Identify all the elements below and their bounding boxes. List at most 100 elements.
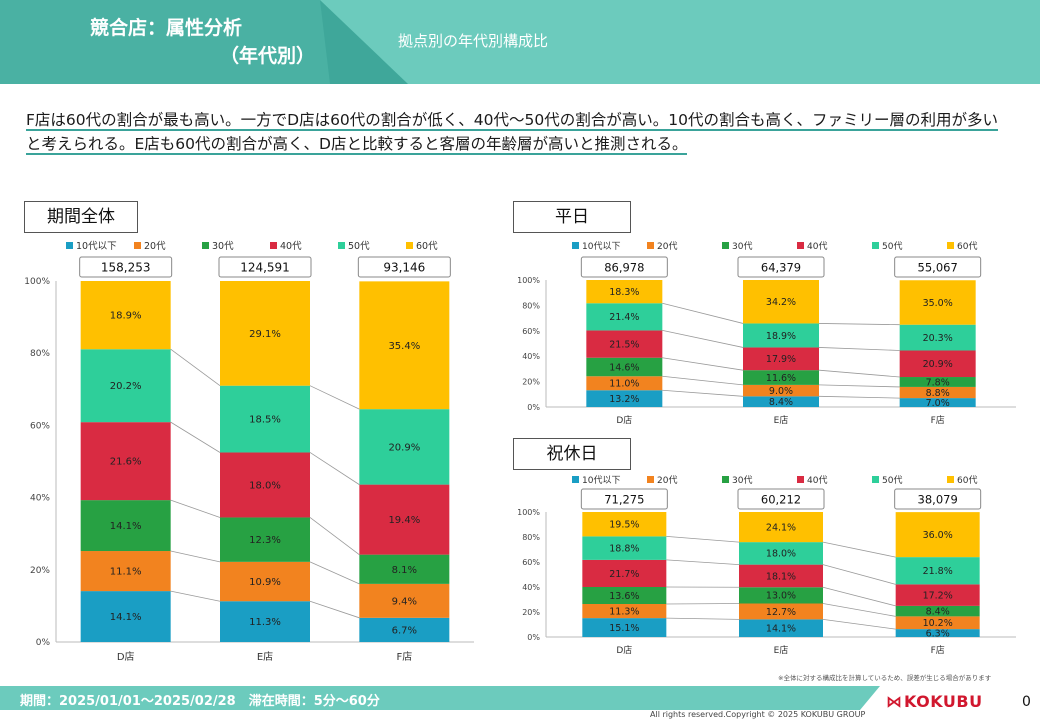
chart-weekday: 10代以下 20代 30代 40代 50代 60代 0% 20% 40% 60% 80% 100% 13… bbox=[517, 241, 1016, 426]
total-value: 124,591 bbox=[240, 261, 290, 275]
data-label: 11.3% bbox=[249, 617, 281, 628]
connector-line bbox=[170, 348, 221, 387]
bar-segment bbox=[895, 605, 980, 617]
bar-segment bbox=[582, 587, 667, 604]
legend-label: 40代 bbox=[807, 241, 827, 252]
data-label: 14.1% bbox=[110, 521, 142, 532]
data-label: 18.9% bbox=[766, 331, 796, 342]
header-title-overlay bbox=[0, 0, 330, 84]
legend-label: 30代 bbox=[212, 241, 234, 252]
data-label: 17.9% bbox=[766, 354, 796, 365]
data-label: 13.2% bbox=[609, 394, 639, 405]
bar-segment bbox=[895, 512, 980, 558]
footer-band bbox=[0, 686, 880, 710]
connector-line bbox=[309, 517, 360, 555]
y-tick-label: 80% bbox=[522, 533, 540, 542]
x-tick-label: F店 bbox=[931, 644, 945, 656]
legend-swatch bbox=[722, 476, 729, 483]
bar-segment bbox=[899, 377, 976, 387]
bar-segment bbox=[582, 512, 667, 537]
connector-line bbox=[818, 384, 900, 388]
y-tick-label: 100% bbox=[24, 277, 50, 287]
data-label: 21.8% bbox=[923, 566, 953, 577]
legend-swatch bbox=[647, 242, 654, 249]
data-label: 7.8% bbox=[926, 377, 950, 388]
footnote: ※全体に対する構成比を計算しているため、誤差が生じる場合があります bbox=[778, 674, 992, 682]
bar-segment bbox=[220, 452, 310, 518]
data-label: 12.3% bbox=[249, 535, 281, 546]
x-tick-label: E店 bbox=[774, 414, 789, 426]
bar-segment bbox=[739, 603, 823, 620]
legend-swatch bbox=[872, 242, 879, 249]
data-label: 11.6% bbox=[766, 373, 796, 384]
y-tick-label: 40% bbox=[522, 583, 540, 592]
connector-line bbox=[662, 389, 744, 397]
data-label: 14.6% bbox=[609, 362, 639, 373]
data-label: 18.0% bbox=[249, 480, 281, 491]
bar-segment bbox=[743, 280, 819, 324]
data-label: 14.1% bbox=[766, 624, 796, 635]
bar-segment bbox=[359, 617, 450, 642]
connector-line bbox=[818, 395, 900, 399]
legend-label: 60代 bbox=[416, 241, 438, 252]
legend-label: 50代 bbox=[882, 241, 902, 252]
data-label: 18.0% bbox=[766, 549, 796, 560]
data-label: 20.9% bbox=[388, 442, 420, 453]
bar-segment bbox=[895, 557, 980, 585]
legend-swatch bbox=[406, 242, 413, 249]
legend-label: 30代 bbox=[732, 475, 752, 486]
bar-segment bbox=[586, 330, 663, 358]
data-label: 21.6% bbox=[110, 457, 142, 468]
data-label: 18.1% bbox=[766, 571, 796, 582]
bar-segment bbox=[359, 484, 450, 555]
total-value: 86,978 bbox=[604, 261, 644, 275]
legend-swatch bbox=[797, 476, 804, 483]
connector-line bbox=[170, 421, 221, 453]
y-tick-label: 100% bbox=[517, 508, 540, 517]
connector-line bbox=[822, 618, 896, 630]
bar-segment bbox=[359, 554, 450, 584]
connector-line bbox=[818, 369, 900, 378]
data-label: 7.0% bbox=[926, 398, 950, 409]
section-label-all: 期間全体 bbox=[24, 201, 138, 233]
x-tick-label: F店 bbox=[931, 414, 945, 426]
section-label-weekday: 平日 bbox=[513, 201, 631, 233]
data-label: 20.3% bbox=[923, 333, 953, 344]
data-label: 8.1% bbox=[392, 565, 417, 576]
data-label: 11.3% bbox=[609, 606, 639, 617]
legend-label: 60代 bbox=[957, 241, 977, 252]
bar-segment bbox=[582, 559, 667, 587]
connector-line bbox=[662, 375, 744, 386]
footer-period: 期間：2025/01/01～2025/02/28 滞在時間：5分～60分 bbox=[20, 694, 380, 709]
bar-segment bbox=[220, 601, 310, 642]
data-label: 18.9% bbox=[110, 311, 142, 322]
legend-swatch bbox=[722, 242, 729, 249]
legend-swatch bbox=[872, 476, 879, 483]
data-label: 29.1% bbox=[249, 329, 281, 340]
y-tick-label: 60% bbox=[522, 327, 540, 336]
legend-swatch bbox=[202, 242, 209, 249]
legend-swatch bbox=[797, 242, 804, 249]
total-value: 38,079 bbox=[918, 493, 958, 507]
bar-segment bbox=[899, 398, 976, 407]
bar-segment bbox=[220, 561, 310, 602]
bar-segment bbox=[895, 629, 980, 637]
connector-line bbox=[309, 561, 360, 585]
connector-line bbox=[170, 550, 221, 563]
data-label: 19.4% bbox=[388, 515, 420, 526]
y-tick-label: 40% bbox=[522, 352, 540, 361]
bar-segment bbox=[586, 376, 663, 391]
bar-segment bbox=[739, 564, 823, 588]
connector-line bbox=[666, 559, 740, 566]
legend-swatch bbox=[572, 242, 579, 249]
connector-line bbox=[666, 617, 740, 620]
data-label: 15.1% bbox=[609, 623, 639, 634]
x-tick-label: E店 bbox=[774, 644, 789, 656]
y-tick-label: 20% bbox=[30, 566, 50, 576]
total-box bbox=[580, 488, 668, 510]
data-label: 12.7% bbox=[766, 607, 796, 618]
bar-segment bbox=[80, 422, 171, 501]
copyright: All rights reserved.Copyright © 2025 KOK… bbox=[650, 710, 866, 719]
data-label: 8.4% bbox=[926, 606, 950, 617]
